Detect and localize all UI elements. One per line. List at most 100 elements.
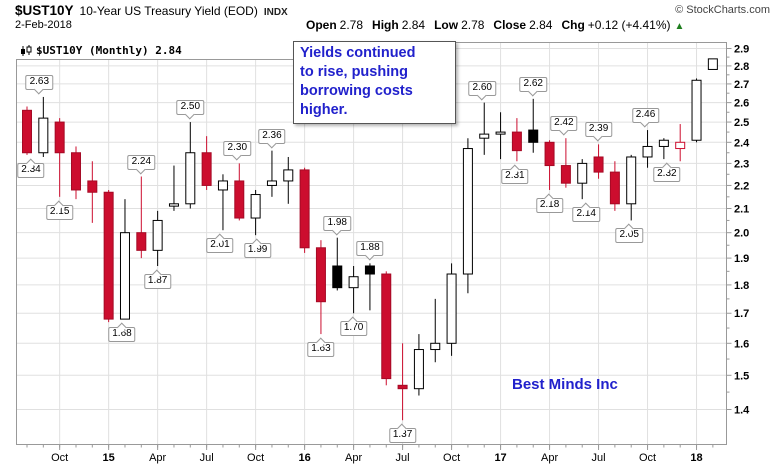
candle-body [675, 141, 686, 150]
candle-body [413, 349, 424, 390]
candle-body [299, 169, 310, 249]
chg-label: Chg [561, 18, 585, 32]
candle-body [283, 169, 294, 182]
y-axis-label: 2.5 [734, 117, 749, 129]
x-axis-label: Jul [200, 452, 214, 464]
open-label: Open [306, 18, 337, 32]
annotation-line: Yields continued [300, 45, 416, 61]
candle-body [511, 131, 522, 152]
chart-legend: $UST10Y (Monthly) 2.84 [16, 42, 304, 60]
x-axis-label: 17 [494, 452, 506, 464]
y-axis-label: 1.6 [734, 338, 749, 350]
candle-body [593, 156, 604, 173]
y-axis-label: 1.9 [734, 253, 749, 265]
y-axis-label: 2.7 [734, 79, 749, 91]
candle-body [430, 342, 441, 351]
candle-body [54, 121, 65, 154]
candle-body [315, 247, 326, 303]
candle-body [22, 109, 32, 154]
x-axis-label: Oct [443, 452, 460, 464]
ohlc-quote-line: Open 2.78 High 2.84 Low 2.78 Close 2.84 Chg +0.12… [306, 18, 684, 32]
candle-body [462, 148, 473, 275]
candle-body [626, 156, 637, 205]
candle-body [250, 194, 261, 219]
chg-value: +0.12 (+4.41%) [587, 18, 671, 32]
candle-body [168, 203, 179, 207]
watermark-text: Best Minds Inc [512, 376, 618, 393]
candle-body [642, 145, 653, 158]
y-axis-label: 1.8 [734, 280, 749, 292]
close-label: Close [493, 18, 527, 32]
annotation-line: borrowing costs [300, 83, 413, 99]
candle-body [658, 139, 669, 147]
candle-body [495, 131, 506, 135]
x-axis-label: 18 [690, 452, 702, 464]
candle-body [397, 384, 408, 390]
candle-body [381, 273, 392, 380]
candle-body [707, 58, 718, 70]
candle-body [577, 162, 588, 184]
quote-date: 2-Feb-2018 [15, 19, 72, 31]
candle-body [364, 265, 375, 275]
annotation-note: Yields continued to rise, pushing borrow… [293, 41, 456, 124]
candle-body [119, 232, 130, 320]
x-axis-label: Apr [345, 452, 362, 464]
low-value: 2.78 [461, 18, 485, 32]
y-axis-label: 2.8 [734, 61, 749, 73]
legend-label: $UST10Y (Monthly) 2.84 [36, 44, 182, 57]
y-axis-label: 1.7 [734, 308, 749, 320]
chart-header: $UST10Y 10-Year US Treasury Yield (EOD) IN… [15, 2, 288, 18]
candle-body [234, 180, 245, 219]
candle-body [217, 180, 228, 191]
high-label: High [372, 18, 399, 32]
y-axis-label: 1.4 [734, 404, 750, 416]
y-axis-label: 2.2 [734, 180, 749, 192]
x-axis-label: Apr [541, 452, 558, 464]
y-axis-label: 2.3 [734, 158, 749, 170]
candle-body [87, 180, 98, 193]
candle-body [348, 276, 359, 289]
candle-body [446, 273, 457, 344]
x-axis-label: Oct [51, 452, 68, 464]
exchange-tag: INDX [263, 7, 288, 18]
y-axis-label: 2.0 [734, 228, 749, 240]
y-axis-label: 1.5 [734, 370, 749, 382]
change-up-arrow-icon: ▲ [674, 21, 685, 32]
candle-body [528, 129, 539, 143]
y-axis-label: 2.6 [734, 98, 749, 110]
x-axis-label: 16 [298, 452, 310, 464]
candle-body [609, 171, 620, 205]
x-axis-label: Oct [639, 452, 656, 464]
candle-body [560, 165, 571, 184]
candle-body [103, 191, 114, 320]
y-axis-label: 2.9 [734, 44, 749, 56]
candle-body [152, 219, 163, 251]
low-label: Low [434, 18, 459, 32]
page-title: 10-Year US Treasury Yield (EOD) [79, 4, 258, 18]
x-axis-label: Jul [396, 452, 410, 464]
candle-body [185, 152, 196, 205]
annotation-line: higher. [300, 102, 348, 118]
candle-body [38, 117, 49, 154]
close-value: 2.84 [529, 18, 553, 32]
candle-body [479, 133, 490, 139]
plot-area: 2.9 2.8 2.7 2.6 2.5 2.4 2.3 2.2 2.1 2.0 1.9 1.8 1.7 1… [16, 42, 750, 464]
x-axis-label: Oct [247, 452, 264, 464]
annotation-line: to rise, pushing [300, 64, 408, 80]
candle-body [691, 79, 702, 141]
candle-body [544, 141, 555, 167]
y-axis-label: 2.4 [734, 137, 750, 149]
symbol: $UST10Y [15, 3, 74, 18]
x-axis-label: Apr [149, 452, 166, 464]
stockcharts-copyright: © StockCharts.com [675, 4, 770, 16]
x-axis-label: 15 [103, 452, 115, 464]
candlestick-style-icon [21, 44, 32, 56]
x-axis-label: Jul [592, 452, 606, 464]
candle-body [266, 180, 277, 186]
candle-body [201, 152, 212, 186]
candle-body [332, 265, 343, 289]
high-value: 2.84 [401, 18, 426, 32]
candle-body [136, 232, 147, 251]
candle-body [70, 152, 81, 191]
